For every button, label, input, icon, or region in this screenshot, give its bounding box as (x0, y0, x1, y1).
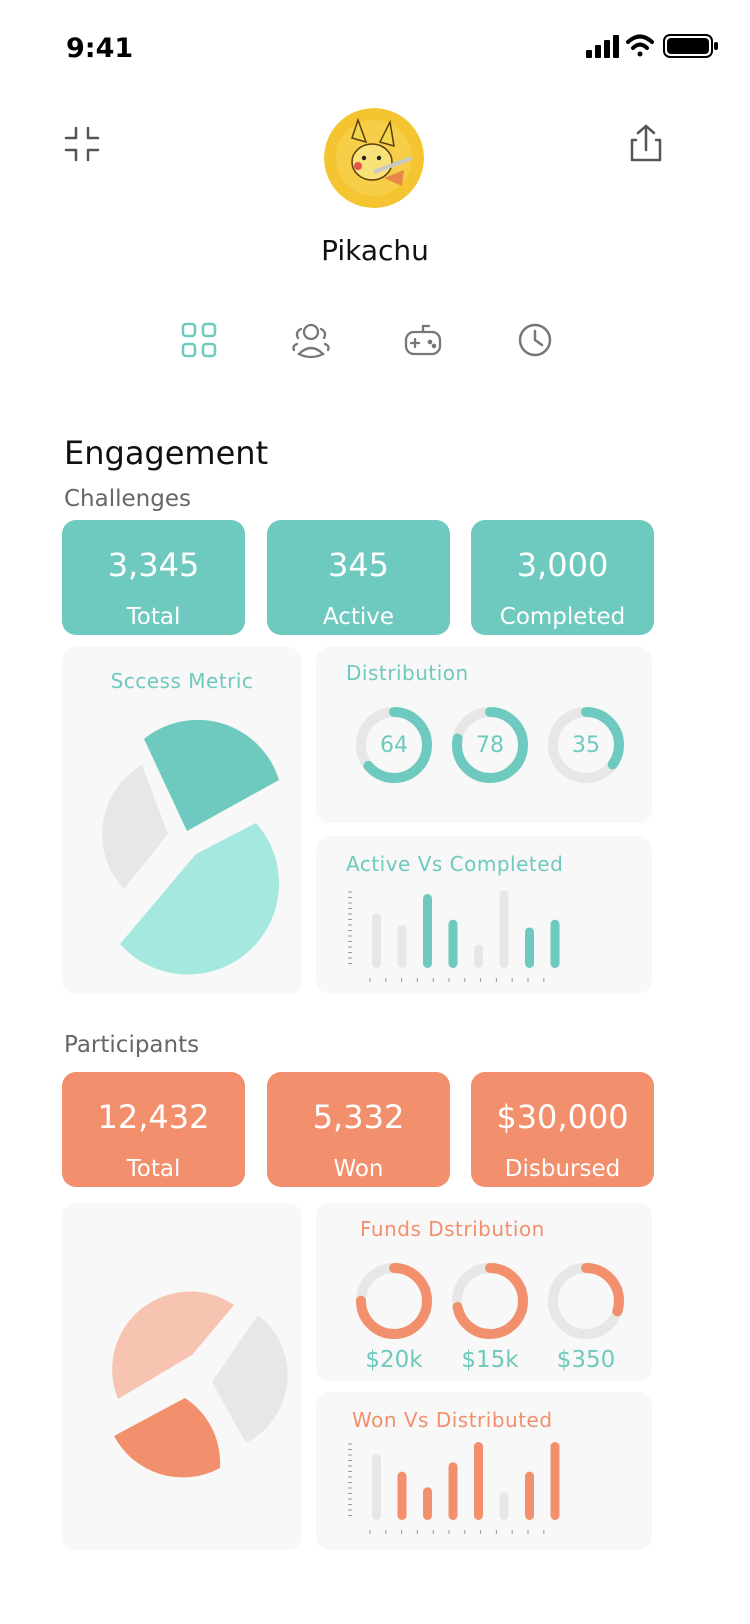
distribution-card: Distribution 64 78 35 (316, 647, 652, 823)
card-title: Active Vs Completed (346, 852, 564, 876)
bar (474, 1442, 483, 1520)
active-vs-completed-card: Active Vs Completed (316, 836, 652, 994)
success-pie-chart (102, 719, 280, 975)
bar (448, 919, 458, 968)
bar (550, 919, 560, 968)
card-title: Funds Dstribution (360, 1217, 545, 1241)
donut-chart (548, 1263, 624, 1339)
stat-label: Total (126, 604, 181, 630)
gamepad-icon[interactable] (401, 318, 445, 362)
bar (423, 893, 432, 968)
bar (397, 925, 407, 968)
grid-icon[interactable] (177, 318, 221, 362)
pie-slice-coral (114, 1398, 221, 1478)
stat-value: 5,332 (312, 1098, 405, 1136)
participants-won-card: 5,332 Won (267, 1072, 450, 1187)
fund-value: $15k (461, 1347, 519, 1373)
fund-value: $350 (556, 1347, 616, 1373)
donut-value: 64 (380, 733, 408, 758)
card-title: Sccess Metric (110, 669, 254, 693)
challenges-total-card: 3,345 Total (62, 520, 245, 635)
status-time: 9:41 (66, 33, 134, 64)
stat-label: Won (333, 1156, 384, 1182)
section-title: Engagement (64, 434, 269, 472)
donut-chart (356, 707, 432, 783)
stat-value: 3,000 (516, 546, 609, 584)
status-icons (586, 34, 718, 58)
challenges-active-card: 345 Active (267, 520, 450, 635)
donut-value: 35 (572, 733, 600, 758)
participants-total-card: 12,432 Total (62, 1072, 245, 1187)
pie-slice-coral-light (112, 1291, 234, 1399)
fund-value: $20k (365, 1347, 423, 1373)
stat-label: Completed (499, 604, 626, 630)
bar (448, 1462, 458, 1520)
bar (525, 1471, 534, 1520)
clock-icon[interactable] (513, 318, 557, 362)
pie-slice-gray (212, 1315, 288, 1443)
challenges-heading: Challenges (64, 486, 191, 512)
donut-value: 78 (476, 733, 504, 758)
pie-slice-gray (102, 765, 168, 889)
share-icon[interactable] (622, 120, 670, 168)
stat-label: Disbursed (504, 1156, 621, 1182)
card-title: Distribution (346, 661, 469, 685)
donut-chart (356, 1263, 432, 1339)
bar (499, 1491, 509, 1520)
participants-disbursed-card: $30,000 Disbursed (471, 1072, 654, 1187)
bar (372, 913, 381, 968)
participants-pie-chart (112, 1291, 288, 1478)
stat-value: 3,345 (107, 546, 200, 584)
pie-slice-teal (144, 719, 279, 831)
bar (423, 1487, 432, 1520)
stat-value: $30,000 (496, 1098, 629, 1136)
bar (372, 1453, 381, 1520)
profile-name: Pikachu (321, 234, 429, 267)
signal-icon (586, 35, 619, 58)
stat-value: 12,432 (97, 1098, 210, 1136)
card-title: Won Vs Distributed (352, 1408, 553, 1432)
collapse-icon[interactable] (58, 120, 106, 168)
donut-chart (452, 707, 528, 783)
stat-label: Total (126, 1156, 181, 1182)
battery-icon (663, 34, 718, 58)
users-icon[interactable] (289, 318, 333, 362)
donut-chart (548, 707, 624, 783)
success-metric-card: Sccess Metric (62, 647, 302, 994)
stat-value: 345 (327, 546, 390, 584)
bar (474, 944, 483, 968)
won-vs-distributed-chart (348, 1442, 560, 1534)
funds-distribution-card: Funds Dstribution $20k $15k $350 (316, 1203, 652, 1381)
pie-slice-teal-light (120, 823, 280, 975)
wifi-icon (626, 34, 654, 57)
won-vs-distributed-card: Won Vs Distributed (316, 1392, 652, 1550)
challenges-completed-card: 3,000 Completed (471, 520, 654, 635)
bar (499, 890, 509, 968)
active-vs-completed-chart (348, 890, 560, 982)
bar (397, 1471, 407, 1520)
bar (525, 927, 534, 968)
bar (550, 1442, 560, 1520)
avatar (324, 108, 424, 208)
participants-pie-card (62, 1203, 302, 1550)
donut-chart (452, 1263, 528, 1339)
participants-heading: Participants (64, 1032, 200, 1058)
stat-label: Active (322, 604, 395, 630)
